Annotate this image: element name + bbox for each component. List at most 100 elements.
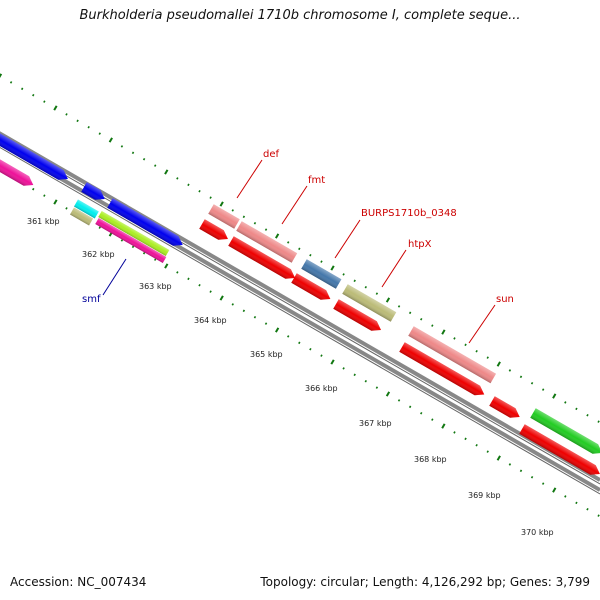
gene-feature-shading [0,129,68,180]
scale-tick [219,295,224,301]
scale-tick [242,309,246,313]
scale-tick [320,260,323,263]
scale-label: 368 kbp [414,455,447,464]
scale-tick [176,271,179,274]
scale-tick [0,73,3,78]
scale-tick [309,253,312,257]
scale-tick [420,317,423,321]
gene-feature [342,284,397,322]
gene-feature-shading [95,217,167,264]
scale-label: 361 kbp [27,217,60,226]
scale-tick [131,245,135,249]
scale-tick [98,132,101,135]
scale-tick [597,514,600,517]
scale-tick [364,285,367,289]
gene-feature [0,129,68,180]
gene-labels: def fmt BURPS1710b_0348 htpX sun smf [82,149,514,344]
gene-feature-shading [530,408,600,454]
scale-tick [164,169,169,175]
gene-label-def: def [263,149,280,160]
gene-feature [81,182,105,200]
scale-tick [496,361,501,367]
gene-label-burps1710b-0348: BURPS1710b_0348 [361,208,457,219]
scale-tick [76,119,79,123]
scale-tick [375,292,379,295]
scale-tick [408,405,412,409]
scale-tick [486,356,489,359]
gene-feature [530,408,600,454]
scale-tick [219,201,224,207]
scale-tick [142,157,146,161]
scale-label: 366 kbp [305,384,338,393]
gene-label-smf: smf [82,294,101,305]
scale-label: 365 kbp [250,350,283,359]
scale-tick [519,469,523,473]
scale-tick [464,343,467,347]
gene-feature-shading [236,221,298,263]
scale-tick [242,215,246,219]
gene-feature [333,299,382,331]
scale-tick [330,359,335,365]
scale-tick [353,373,356,377]
gene-feature-shading [519,424,600,475]
scale-tick [231,303,234,306]
scale-tick [385,297,391,303]
scale-tick [153,258,157,261]
scale-tick [20,87,24,91]
scale-tick [342,273,345,276]
gene-feature-shading [81,182,105,200]
scale-tick [575,407,578,411]
gene-label-htpx: htpX [408,239,432,250]
gene-feature-shading [489,396,520,418]
gene-feature [489,396,520,418]
scale-tick [464,437,467,441]
map-title: Burkholderia pseudomallei 1710b chromoso… [79,8,521,23]
scale-tick [397,399,401,402]
scale-label: 364 kbp [194,316,227,325]
gene-feature [95,217,167,264]
scale-tick [309,347,312,351]
gene-feature [69,207,94,226]
gene-feature-shading [342,284,397,322]
scale-tick [298,247,301,251]
scale-tick [530,381,534,385]
scale-tick [209,290,212,293]
scale-tick [65,113,68,116]
gene-feature [98,210,170,257]
scale-tick [275,233,280,239]
scale-tick [198,189,201,193]
chromosome-backbone [0,131,600,495]
scale-tick [564,495,567,498]
scale-label: 369 kbp [468,491,501,500]
gene-feature [519,424,600,475]
scale-tick [87,125,90,129]
scale-tick [253,315,257,319]
scale-tick [586,507,589,511]
scale-tick [43,194,46,197]
scale-tick [209,196,212,199]
gene-feature [228,236,296,279]
scale-tick [198,283,201,287]
accession-label: Accession: NC_007434 [10,575,147,589]
scale-tick [32,187,35,191]
scale-tick [420,411,423,415]
gene-features [0,129,600,475]
gene-feature [107,198,183,246]
scale-tick [164,263,169,269]
scale-tick [519,375,523,379]
gene-label-sun: sun [496,294,514,305]
scale-tick [552,487,557,493]
scale-tick [342,367,345,370]
scale-tick [552,393,557,399]
scale-tick [264,322,268,325]
scale-tick [475,349,478,353]
scale-tick [176,177,179,180]
scale-tick [364,379,367,383]
scale-tick [43,100,46,103]
scale-tick [575,501,578,505]
scale-tick [65,207,68,210]
gene-feature [208,204,240,229]
scale-tick [441,423,446,429]
scale-tick [597,420,600,423]
